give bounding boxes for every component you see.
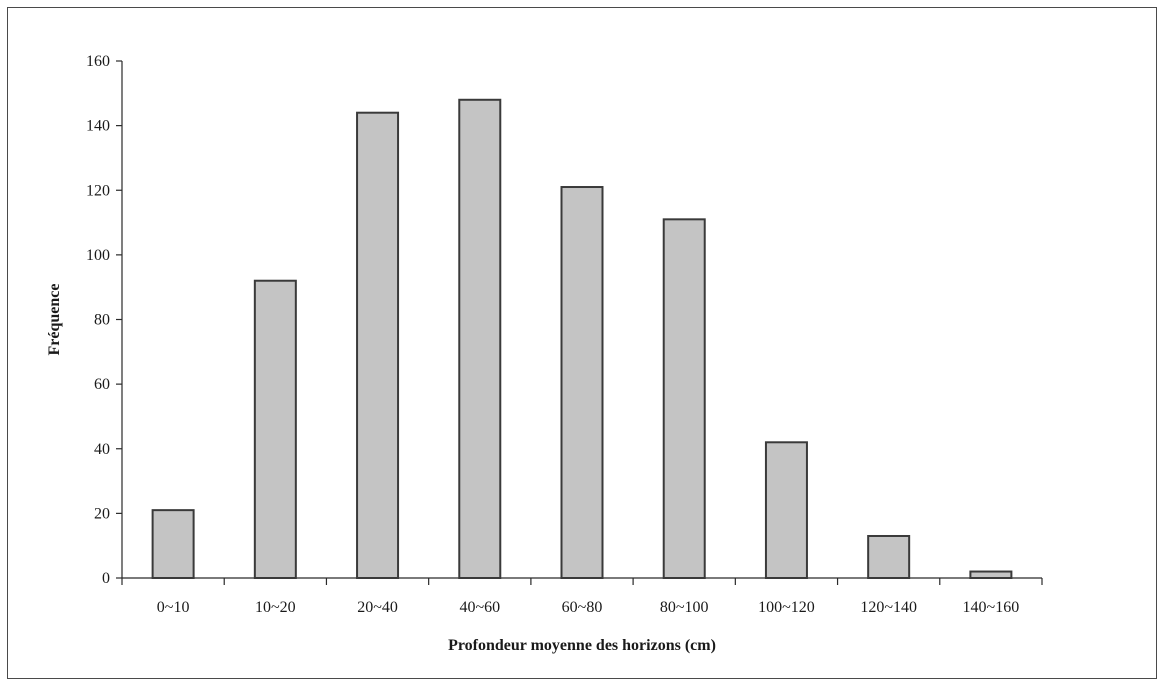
x-tick-label: 140~160	[963, 599, 1020, 616]
y-tick-label: 40	[94, 441, 110, 458]
bar-120~140	[867, 534, 911, 580]
x-tick-label: 20~40	[357, 599, 398, 616]
x-tick-label: 80~100	[660, 599, 709, 616]
bar-140~160	[969, 570, 1013, 579]
x-tick-label: 120~140	[860, 599, 917, 616]
y-tick-label: 160	[86, 53, 110, 70]
bar-60~80	[560, 186, 604, 580]
x-axis: 0~10 10~20 20~40 40~60 60~80 80~100 100~120 120…	[121, 577, 1043, 616]
bar-10~20	[253, 279, 297, 579]
y-axis: 0 20 40 60 80 100 120 140 160	[86, 53, 123, 587]
x-tick-label: 100~120	[758, 599, 815, 616]
x-tick-label: 10~20	[255, 599, 296, 616]
y-tick-label: 0	[102, 570, 110, 587]
chart-frame: 0 20 40 60 80 100 120 140 160 0~10 10~20 20~40 40~6…	[7, 7, 1157, 679]
bar-40~60	[458, 98, 502, 580]
y-tick-label: 60	[94, 376, 110, 393]
bar-chart: 0 20 40 60 80 100 120 140 160 0~10 10~20 20~40 40~6…	[46, 53, 1043, 654]
y-tick-label: 100	[86, 247, 110, 264]
y-tick-label: 120	[86, 182, 110, 199]
y-tick-label: 140	[86, 118, 110, 135]
bars	[151, 98, 1013, 580]
bar-80~100	[662, 218, 706, 580]
x-tick-label: 40~60	[459, 599, 500, 616]
bar-100~120	[764, 441, 808, 579]
y-tick-label: 20	[94, 505, 110, 522]
x-axis-title: Profondeur moyenne des horizons (cm)	[448, 637, 716, 654]
bar-20~40	[356, 111, 400, 579]
x-tick-label: 60~80	[562, 599, 603, 616]
x-tick-label: 0~10	[157, 599, 190, 616]
y-axis-title: Fréquence	[46, 284, 63, 356]
y-tick-label: 80	[94, 312, 110, 329]
bar-0~10	[151, 509, 195, 579]
